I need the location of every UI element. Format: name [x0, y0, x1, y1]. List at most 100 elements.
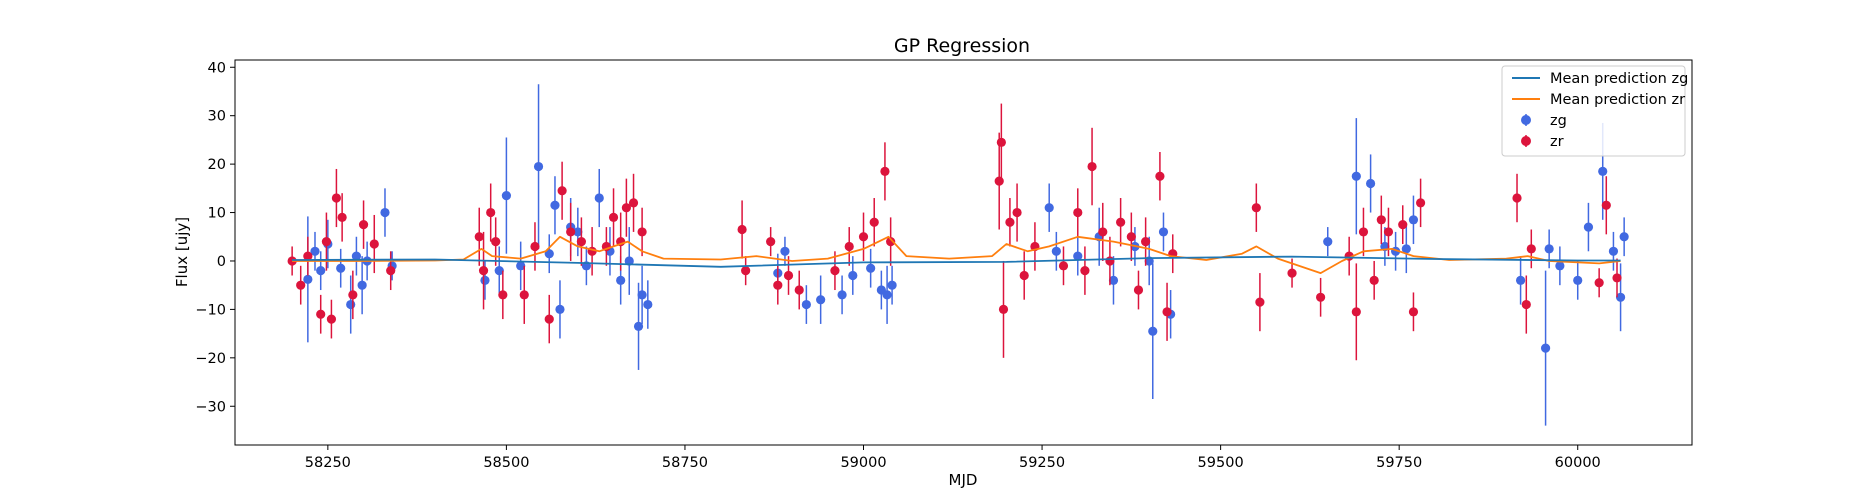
zr-point: [1594, 278, 1604, 288]
zg-point: [533, 161, 544, 172]
zr-point: [1141, 237, 1151, 247]
zr-point: [1126, 232, 1136, 242]
zr-point: [1526, 244, 1536, 254]
zr-point: [1155, 171, 1165, 181]
zg-point: [550, 200, 560, 210]
plot-area: [234, 59, 1693, 446]
zr-point: [880, 166, 890, 176]
zg-point: [303, 274, 313, 284]
legend: Mean prediction zg Mean prediction zr zg…: [1501, 65, 1688, 157]
zg-point: [887, 280, 897, 290]
zr-point: [1019, 270, 1029, 281]
zr-point: [566, 227, 576, 237]
zr-point: [296, 280, 306, 290]
zg-point: [882, 290, 892, 300]
zr-point: [576, 237, 586, 247]
zr-point: [1521, 299, 1531, 310]
zr-point: [858, 232, 869, 242]
zr-point: [766, 237, 776, 247]
legend-label-zg: zg: [1550, 113, 1567, 129]
y-axis: −30 −20 −10 0 10 20 30 40: [195, 60, 235, 415]
zg-point: [316, 266, 326, 276]
zr-point: [628, 198, 639, 208]
zg-point: [480, 275, 490, 285]
y-tick-label: −20: [195, 351, 226, 367]
zg-point: [555, 304, 565, 315]
zr-point: [557, 186, 567, 196]
legend-label-zr: zr: [1550, 134, 1564, 150]
zr-point: [530, 241, 540, 252]
zg-point: [1044, 203, 1054, 213]
zr-point: [498, 290, 508, 300]
zr-point: [996, 137, 1006, 147]
zr-point: [1087, 161, 1097, 172]
zg-point: [816, 295, 826, 305]
zg-point: [1158, 227, 1169, 237]
x-axis: 58250 58500 58750 59000 59250 59500 59750 60000: [305, 445, 1601, 471]
zr-point: [1369, 275, 1379, 285]
zg-point: [594, 193, 604, 203]
x-tick-label: 58250: [305, 455, 351, 471]
x-tick-label: 58750: [662, 455, 708, 471]
y-tick-label: 20: [208, 157, 226, 173]
zg-point: [1366, 178, 1376, 189]
zr-point: [326, 314, 337, 324]
y-tick-label: 10: [208, 206, 226, 222]
zg-point: [1615, 292, 1626, 302]
zr-point: [519, 290, 529, 300]
zr-point: [1408, 307, 1419, 317]
y-tick-label: −30: [195, 399, 226, 415]
zr-point: [331, 193, 342, 203]
zr-point: [1415, 198, 1426, 208]
zg-point: [801, 299, 811, 310]
y-axis-label: Flux [ujy]: [173, 217, 191, 287]
zg-point: [616, 275, 626, 285]
zr-point: [1351, 307, 1361, 317]
zg-point: [1619, 232, 1629, 242]
zr-point: [608, 212, 619, 222]
zg-point: [643, 299, 653, 310]
zr-point: [316, 309, 326, 319]
zr-point: [637, 227, 647, 237]
zr-point: [741, 266, 751, 276]
zr-point: [1073, 207, 1083, 218]
zr-point: [1005, 217, 1015, 227]
zr-point: [321, 237, 332, 247]
mean-prediction-zr-line: [292, 235, 1621, 274]
zg-point: [346, 299, 356, 310]
x-axis-label: MJD: [949, 471, 978, 489]
zr-point: [491, 237, 501, 247]
zg-point: [494, 266, 504, 276]
zg-point: [624, 256, 634, 266]
zg-point: [866, 263, 876, 273]
zr-point: [1287, 268, 1297, 278]
zr-point: [773, 280, 783, 290]
zr-point: [1612, 273, 1622, 283]
zr-point: [474, 232, 484, 242]
y-tick-label: −10: [195, 302, 226, 318]
zr-point: [544, 314, 554, 324]
zr-point: [1316, 292, 1326, 302]
zr-point: [386, 266, 396, 276]
legend-label-mean-zr: Mean prediction zr: [1550, 92, 1685, 108]
zr-point: [1012, 207, 1022, 218]
zr-point: [337, 212, 347, 222]
zg-point: [1573, 275, 1583, 285]
legend-box: [1501, 65, 1686, 157]
zg-point: [837, 290, 847, 300]
zg-point: [573, 227, 583, 237]
zr-point: [478, 266, 489, 276]
zr-point: [1098, 227, 1108, 237]
x-tick-label: 60000: [1555, 455, 1601, 471]
zg-point: [1598, 166, 1608, 176]
zr-point: [1251, 203, 1261, 213]
y-tick-label: 0: [217, 254, 226, 270]
zg-point: [1540, 343, 1551, 353]
zr-point: [994, 176, 1004, 186]
zg-point: [1608, 246, 1619, 256]
zg-point: [516, 261, 526, 271]
zg-point: [637, 290, 647, 300]
zg-point: [633, 321, 644, 331]
zg-point: [1515, 275, 1526, 285]
